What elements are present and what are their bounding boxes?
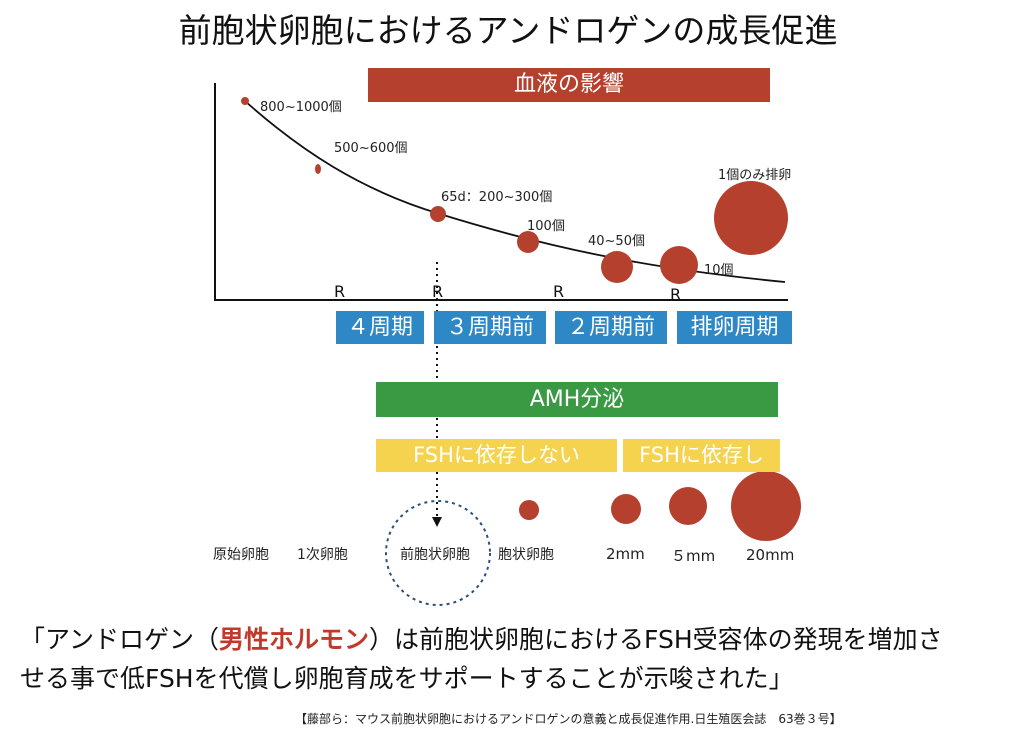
quote-pre: 「アンドロゲン（ <box>20 625 220 654</box>
quote-emphasis: 男性ホルモン <box>219 625 370 654</box>
primordial-follicle-label: 原始卵胞 <box>213 547 269 563</box>
highlight-dotted-circle <box>385 500 491 606</box>
size-5mm-label: ５mm <box>671 547 716 565</box>
page-title: 前胞状卵胞におけるアンドロゲンの成長促進 <box>178 11 838 50</box>
count-label-3: 65d：200~300個 <box>441 190 553 205</box>
follicle-2mm <box>611 494 641 524</box>
amh-secretion-bar: AMH分泌 <box>376 382 778 417</box>
preantral-follicle-label: 前胞状卵胞 <box>400 547 470 563</box>
blood-influence-bar: 血液の影響 <box>368 68 770 102</box>
phase-2-cycles-before: ２周期前 <box>555 311 667 344</box>
count-label-6: 10個 <box>704 263 734 278</box>
dotted-arrow-head <box>432 517 442 527</box>
count-label-4: 100個 <box>527 219 565 234</box>
fsh-dependent-bar: FSHに依存し <box>623 439 780 472</box>
ovulation-label: 1個のみ排卵 <box>718 168 792 183</box>
citation: 【藤部ら：マウス前胞状卵胞におけるアンドロゲンの意義と成長促進作用.日生殖医会誌… <box>295 712 842 726</box>
size-2mm-label: 2mm <box>606 545 645 563</box>
antral-follicle <box>519 500 539 520</box>
count-label-1: 800~1000個 <box>260 100 342 115</box>
quote-line-2: せる事で低FSHを代償し卵胞育成をサポートすることが示唆された」 <box>20 664 794 693</box>
curve-follicle-5 <box>601 251 633 283</box>
r-label-2: R <box>432 282 444 301</box>
curve-follicle-6 <box>660 246 698 284</box>
curve-follicle-4 <box>517 231 539 253</box>
phase-ovulation-cycle: 排卵周期 <box>677 311 792 344</box>
phase-3-cycles-before: ３周期前 <box>434 311 546 344</box>
ovulation-follicle <box>714 181 788 255</box>
quote-line-1: 「アンドロゲン（男性ホルモン）は前胞状卵胞におけるFSH受容体の発現を増加さ <box>20 620 943 656</box>
count-label-5: 40~50個 <box>588 234 645 249</box>
r-label-3: R <box>553 282 565 301</box>
r-label-1: R <box>334 282 346 301</box>
curve-follicle-2 <box>315 164 321 174</box>
quote-post: ）は前胞状卵胞におけるFSH受容体の発現を増加さ <box>369 625 943 654</box>
r-label-4: R <box>670 285 682 304</box>
size-20mm-label: 20mm <box>746 546 795 564</box>
fsh-independent-bar: FSHに依存しない <box>376 439 617 472</box>
phase-4-cycles: ４周期 <box>336 311 424 344</box>
primary-follicle-label: 1次卵胞 <box>297 547 348 563</box>
antral-follicle-label: 胞状卵胞 <box>498 547 554 563</box>
count-label-2: 500~600個 <box>334 141 408 156</box>
follicle-5mm <box>669 487 707 525</box>
curve-follicle-1 <box>241 97 249 105</box>
curve-follicle-3 <box>430 206 446 222</box>
follicle-20mm <box>731 471 801 541</box>
